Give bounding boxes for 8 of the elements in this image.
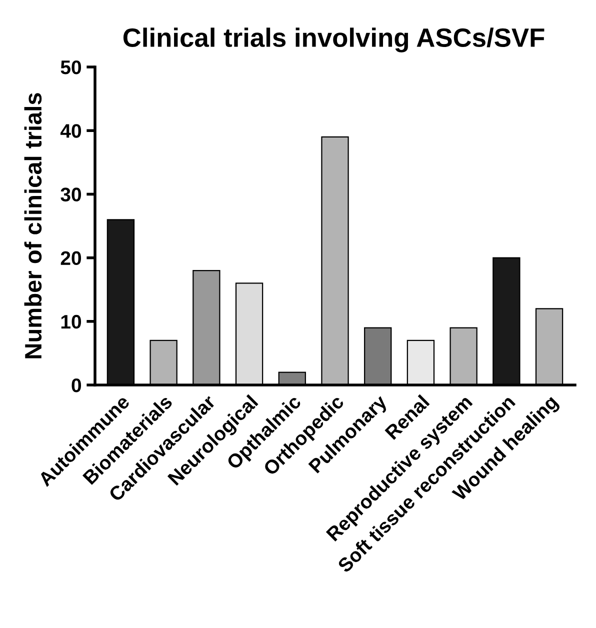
- y-tick-label: 30: [60, 188, 82, 202]
- chart-title: Clinical trials involving ASCs/SVF: [123, 28, 544, 52]
- y-tick-label: 0: [72, 378, 82, 392]
- y-tick-label: 40: [60, 124, 82, 138]
- y-tick-label: 50: [60, 60, 82, 74]
- y-axis-title: Number of clinical trials: [24, 93, 42, 358]
- y-tick-label: 10: [61, 314, 82, 329]
- y-tick-label: 20: [60, 251, 82, 266]
